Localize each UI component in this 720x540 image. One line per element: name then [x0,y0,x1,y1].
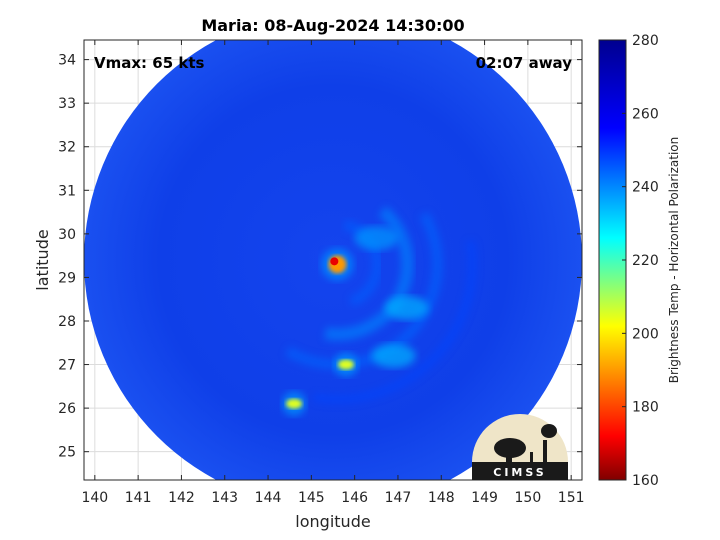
x-tick-label: 146 [341,490,368,506]
colorbar-tick-label: 260 [632,106,659,122]
rainband-arc [324,206,414,341]
x-tick-label: 148 [428,490,455,506]
chart-title: Maria: 08-Aug-2024 14:30:00 [201,16,464,35]
time-offset-annotation: 02:07 away [476,54,573,72]
colorbar-tick-label: 240 [632,180,659,196]
vmax-annotation: Vmax: 65 kts [94,54,204,72]
eyewall-core [330,257,339,266]
x-tick-label: 141 [125,490,152,506]
colorbar-tick-label: 280 [632,33,659,49]
x-axis-ticks: 140 141 142 143 144 145 146 147 148 149 150 151 [81,40,585,506]
convective-cell [337,359,354,370]
x-axis-label: longitude [295,512,370,531]
y-tick-label: 32 [58,140,76,156]
y-tick-label: 33 [58,96,76,112]
colorbar-tick-label: 180 [632,400,659,416]
x-tick-label: 151 [558,490,585,506]
y-tick-label: 30 [58,227,76,243]
cimss-logo: CIMSS [472,414,568,480]
colorbar-tick-label: 220 [632,253,659,269]
rainband-patch [371,343,416,368]
rainband-arc [313,240,477,404]
y-tick-label: 27 [58,358,76,374]
y-tick-label: 31 [58,183,76,199]
logo-text: CIMSS [493,466,546,479]
rainband-arc [284,211,443,370]
swath-layer [84,40,582,480]
colorbar-label: Brightness Temp - Horizontal Polarizatio… [667,137,681,384]
x-tick-label: 144 [255,490,282,506]
convective-cell [286,398,303,409]
y-axis-label: latitude [33,229,52,290]
feature-layer [282,206,477,416]
rainband-patch [384,295,429,320]
y-tick-label: 26 [58,401,76,417]
y-tick-label: 28 [58,314,76,330]
colorbar-tick-label: 200 [632,326,659,342]
plot-area: 140 141 142 143 144 145 146 147 148 149 150 151 252… [58,39,585,506]
eyewall [328,255,347,274]
colorbar: 160 180 200 220 240 260 280 Brightness Temp - … [598,33,681,489]
plot-frame [83,39,583,481]
x-tick-label: 147 [385,490,412,506]
x-tick-label: 142 [168,490,195,506]
colorbar-ticks: 160 180 200 220 240 260 280 [622,33,659,489]
colorbar-scale [598,39,627,481]
colorbar-tick-label: 160 [632,473,659,489]
y-tick-label: 25 [58,445,76,461]
rainband-arc [343,220,383,307]
x-tick-label: 149 [471,490,498,506]
y-tick-label: 34 [58,53,76,69]
x-tick-label: 140 [81,490,108,506]
y-tick-label: 29 [58,270,76,286]
x-tick-label: 143 [211,490,238,506]
y-axis-ticks: 25 26 27 28 29 30 31 32 33 34 [58,53,582,461]
x-tick-label: 150 [515,490,542,506]
rainband-patch [354,226,399,251]
x-tick-label: 145 [298,490,325,506]
